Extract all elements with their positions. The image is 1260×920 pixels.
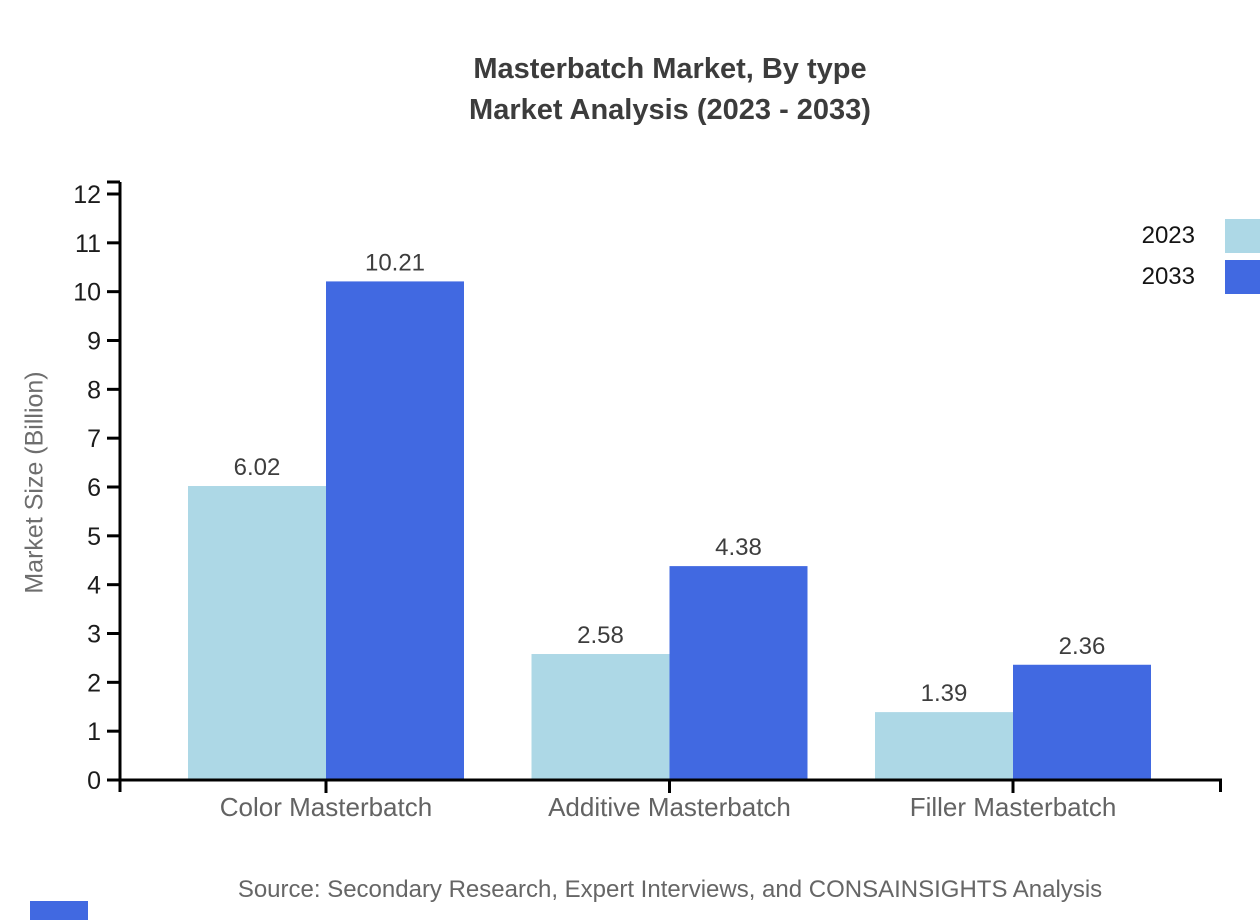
bar-2033-color-masterbatch xyxy=(326,281,464,780)
value-label-2033-additive-masterbatch: 4.38 xyxy=(715,534,762,561)
y-tick-label-4: 4 xyxy=(87,572,101,600)
y-tick-label-9: 9 xyxy=(87,328,101,356)
legend-swatch-2023 xyxy=(1225,219,1260,253)
y-tick-label-1: 1 xyxy=(87,718,101,746)
value-label-2023-filler-masterbatch: 1.39 xyxy=(921,680,968,707)
y-tick-label-5: 5 xyxy=(87,523,101,551)
y-tick-label-10: 10 xyxy=(73,279,101,307)
legend: 2023 2033 xyxy=(1142,219,1260,294)
chart-title-line2: Market Analysis (2023 - 2033) xyxy=(469,94,871,126)
value-label-2033-color-masterbatch: 10.21 xyxy=(365,249,425,276)
y-tick-label-6: 6 xyxy=(87,474,101,502)
y-tick-label-8: 8 xyxy=(87,376,101,404)
y-tick-label-7: 7 xyxy=(87,425,101,453)
value-label-2033-filler-masterbatch: 2.36 xyxy=(1059,633,1106,660)
bar-2033-additive-masterbatch xyxy=(669,566,808,780)
chart-title-line1: Masterbatch Market, By type xyxy=(473,53,867,85)
y-tick-label-11: 11 xyxy=(75,230,101,258)
bar-2023-color-masterbatch xyxy=(188,486,326,780)
chart-title: Masterbatch Market, By type Market Analy… xyxy=(80,49,1260,131)
legend-label-2023: 2023 xyxy=(1141,222,1195,249)
y-tick-label-0: 0 xyxy=(87,767,101,795)
category-label-additive-masterbatch: Additive Masterbatch xyxy=(548,792,791,822)
category-label-color-masterbatch: Color Masterbatch xyxy=(220,792,432,822)
value-label-2023-color-masterbatch: 6.02 xyxy=(234,454,281,481)
legend-item-2023: 2023 xyxy=(1142,219,1260,253)
bar-2023-filler-masterbatch xyxy=(875,712,1013,780)
bar-2033-filler-masterbatch xyxy=(1013,664,1151,780)
bar-2023-additive-masterbatch xyxy=(531,654,670,780)
value-label-2023-additive-masterbatch: 2.58 xyxy=(577,622,624,649)
brand-logo-block xyxy=(30,901,88,920)
legend-swatch-2033 xyxy=(1225,260,1260,294)
category-label-filler-masterbatch: Filler Masterbatch xyxy=(910,792,1117,822)
legend-item-2033: 2033 xyxy=(1142,260,1260,294)
y-tick-label-3: 3 xyxy=(87,621,101,649)
y-tick-label-2: 2 xyxy=(87,669,101,697)
legend-label-2033: 2033 xyxy=(1141,263,1195,290)
y-tick-label-12: 12 xyxy=(73,181,101,209)
source-note: Source: Secondary Research, Expert Inter… xyxy=(237,876,1103,903)
